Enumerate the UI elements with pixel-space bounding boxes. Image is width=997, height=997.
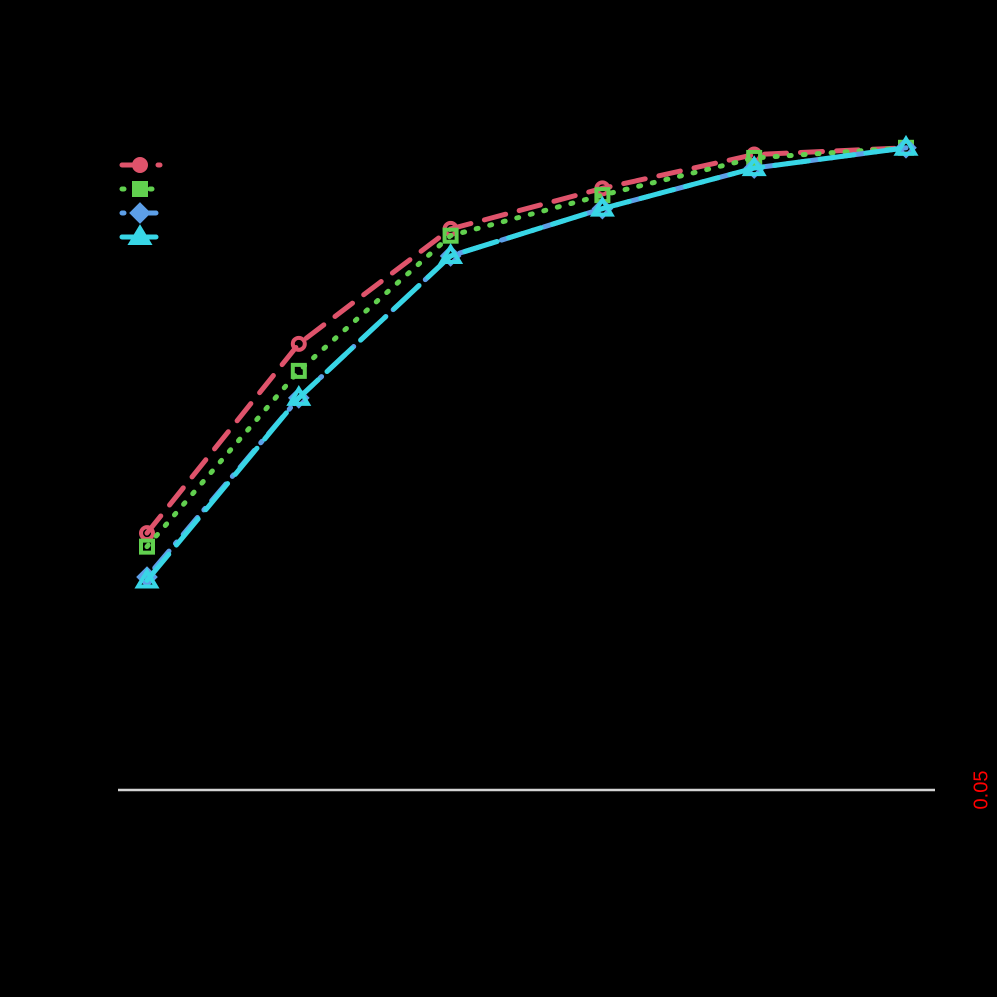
reference-line-label-text: 0.05 (970, 770, 993, 810)
triangle-marker-icon (438, 243, 464, 264)
triangle-marker-icon (127, 224, 153, 245)
square-marker-icon (132, 181, 148, 197)
series-line (144, 145, 909, 536)
legend-item (119, 224, 163, 245)
series-line (144, 145, 909, 550)
legend-item (119, 157, 163, 173)
triangle-marker-icon (134, 567, 160, 589)
legend-item (119, 181, 163, 197)
triangle-marker-icon (286, 385, 312, 406)
triangle-marker-icon (589, 195, 615, 217)
series-line (144, 145, 909, 583)
reference-line-label: 0.05 (962, 766, 997, 814)
legend (119, 157, 163, 245)
legend-item (119, 202, 163, 224)
square-marker-icon (746, 149, 763, 166)
square-marker-icon (290, 362, 307, 379)
triangle-marker-icon (741, 155, 767, 177)
triangle-marker-icon (893, 134, 919, 156)
series-4 (134, 134, 919, 589)
series-layer (134, 134, 919, 589)
circle-marker-icon (290, 335, 307, 352)
square-marker-icon (139, 538, 155, 555)
diamond-marker-icon (129, 202, 151, 224)
square-marker-icon (442, 227, 459, 244)
circle-marker-icon (132, 157, 148, 173)
